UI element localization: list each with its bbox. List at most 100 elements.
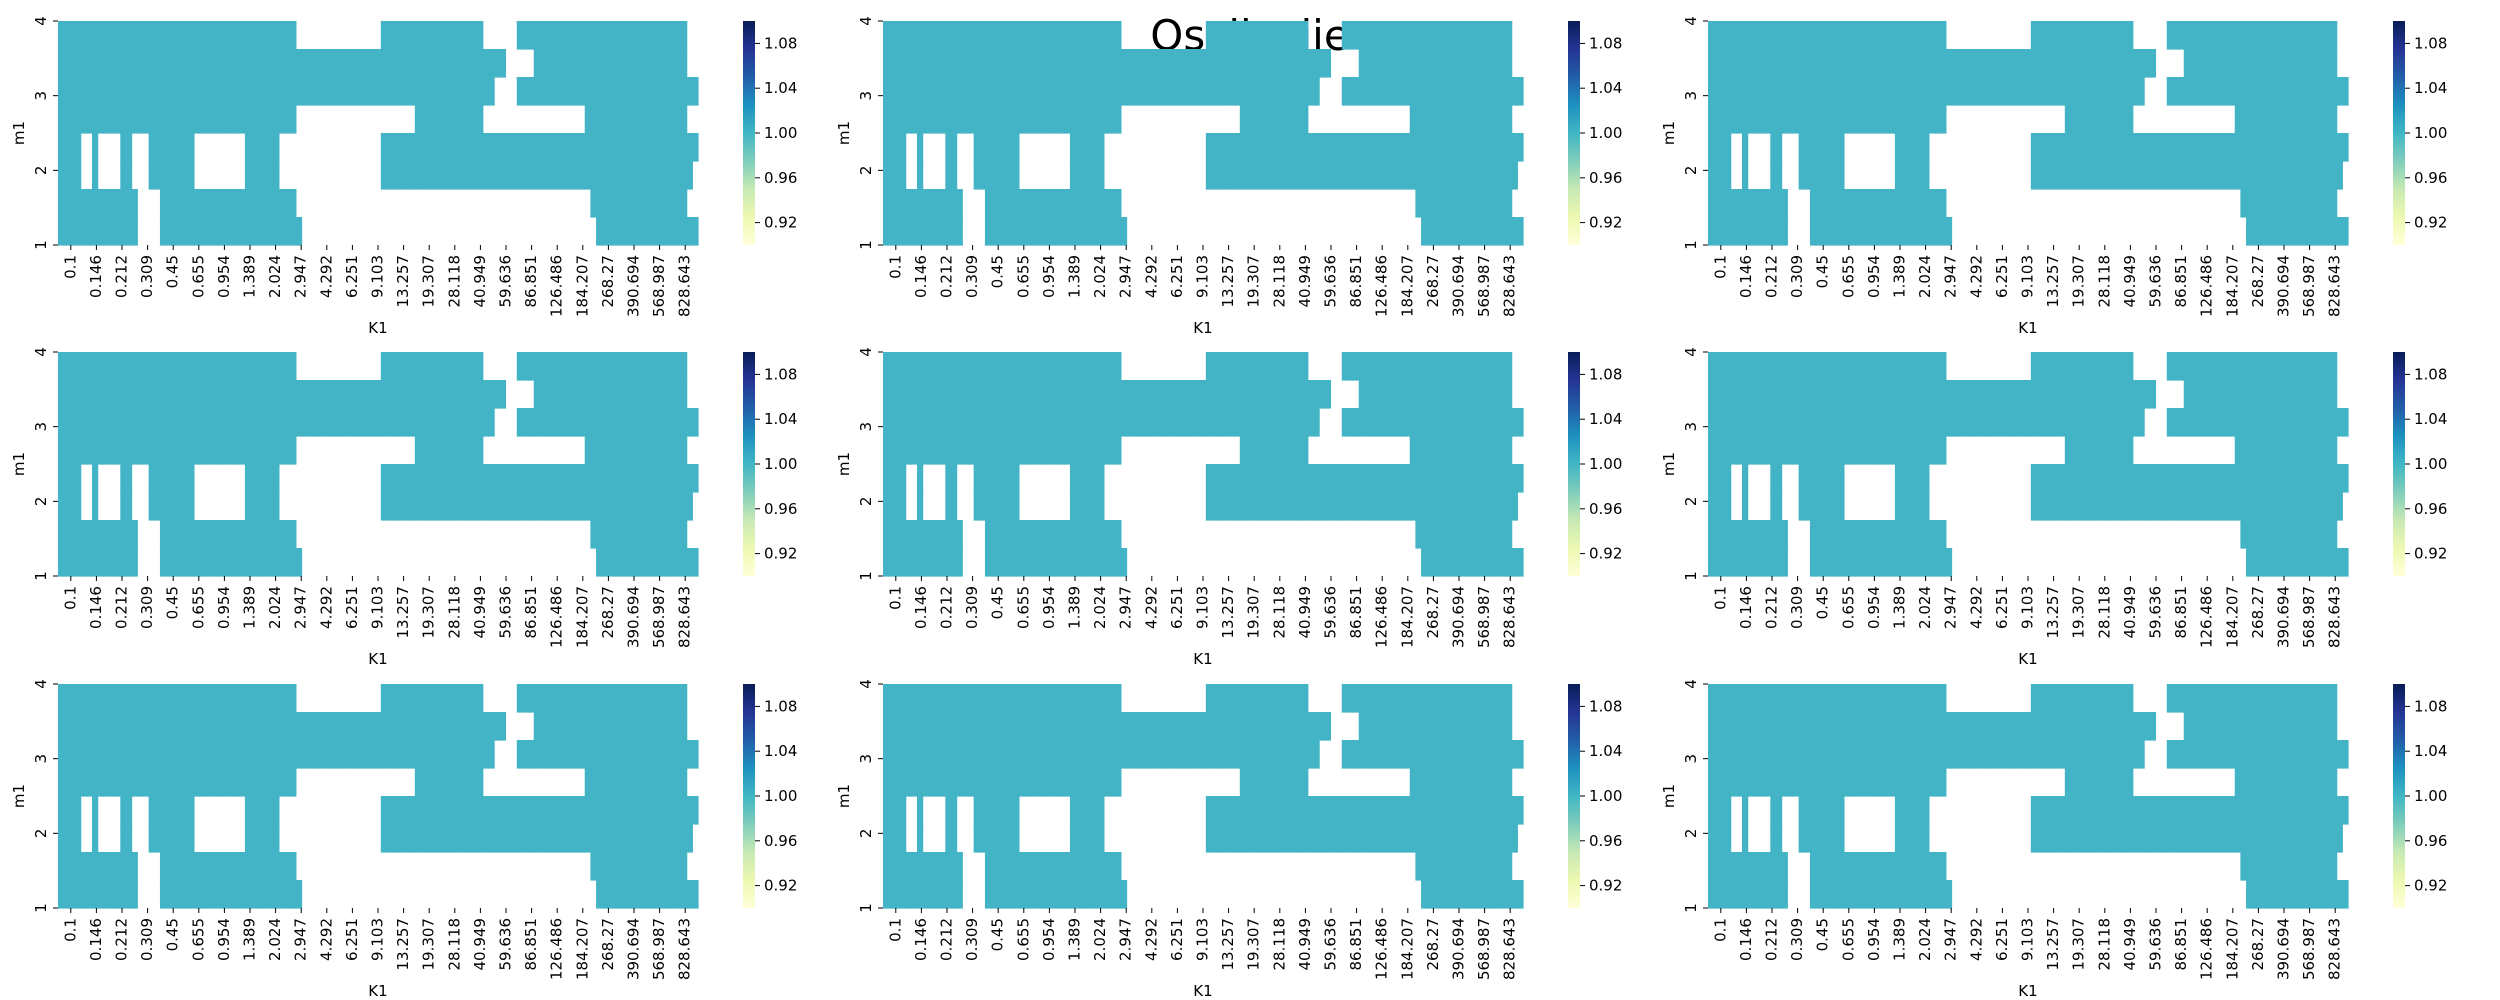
x-tick-label: 1.389 <box>241 255 259 298</box>
heatmap-cell <box>86 352 93 381</box>
heatmap-cell <box>984 21 992 50</box>
heatmap-cell <box>131 740 138 769</box>
heatmap-cell <box>488 161 495 190</box>
heatmap-cell <box>2246 133 2253 162</box>
heatmap-cell <box>1347 161 1354 190</box>
heatmap-cell <box>222 712 229 741</box>
heatmap-cell <box>171 436 178 465</box>
heatmap-cell <box>2263 217 2270 246</box>
heatmap-cell <box>590 352 597 381</box>
heatmap-cell <box>2070 464 2077 493</box>
heatmap-cell <box>1911 520 1919 549</box>
heatmap-cell <box>69 189 76 218</box>
heatmap-cell <box>1103 49 1111 78</box>
heatmap-cell <box>273 49 280 78</box>
heatmap-cell <box>2217 380 2224 409</box>
heatmap-cell <box>675 408 682 437</box>
heatmap-cell <box>635 548 642 577</box>
heatmap-cell <box>2093 436 2100 465</box>
heatmap-cell <box>431 133 439 162</box>
heatmap-cell <box>945 520 952 549</box>
heatmap-cell <box>2081 380 2089 409</box>
x-tick-label: 0.146 <box>1737 255 1755 298</box>
heatmap-cell <box>244 684 252 713</box>
heatmap-cell <box>1466 189 1473 218</box>
heatmap-cell <box>1126 77 1133 106</box>
heatmap-cell <box>1934 189 1941 218</box>
heatmap-cell <box>1832 436 1839 465</box>
heatmap-cell <box>1171 408 1179 437</box>
colorbar-tick-label: 1.08 <box>2414 34 2447 52</box>
heatmap-cell <box>2064 49 2072 78</box>
heatmap-cell <box>2234 408 2241 437</box>
heatmap-cell <box>922 49 929 78</box>
heatmap-cell <box>182 49 189 78</box>
heatmap-cell <box>2115 408 2123 437</box>
heatmap-cell <box>584 408 591 437</box>
heatmap-cell <box>171 21 178 50</box>
heatmap-cell <box>630 852 637 881</box>
heatmap-cell <box>1832 408 1839 437</box>
heatmap-cell <box>590 852 597 881</box>
heatmap-cell <box>2308 464 2315 493</box>
heatmap-cell <box>618 408 625 437</box>
heatmap-cell <box>222 436 229 465</box>
heatmap-cell <box>63 768 70 797</box>
heatmap-cell <box>1877 380 1885 409</box>
heatmap-cell <box>973 352 980 381</box>
heatmap-cell <box>613 21 620 50</box>
heatmap-cell <box>1069 161 1077 190</box>
heatmap-cell <box>2319 77 2326 106</box>
heatmap-cell <box>996 352 1003 381</box>
heatmap-cell <box>120 684 127 713</box>
heatmap-cell <box>380 740 388 769</box>
heatmap-cell <box>1849 105 1856 134</box>
heatmap-cell <box>533 684 541 713</box>
heatmap-cell <box>539 77 546 106</box>
x-tick-label: 0.212 <box>938 255 956 298</box>
heatmap-cell <box>2314 189 2321 218</box>
heatmap-cell <box>584 768 591 797</box>
heatmap-cell <box>443 21 450 50</box>
heatmap-cell <box>1302 352 1309 381</box>
heatmap-cell <box>165 520 172 549</box>
heatmap-cell <box>137 105 144 134</box>
heatmap-cell <box>2042 77 2049 106</box>
heatmap-cell <box>199 768 206 797</box>
heatmap-cell <box>967 352 975 381</box>
heatmap-cell <box>2127 105 2134 134</box>
heatmap-cell <box>199 21 206 50</box>
heatmap-cell <box>1460 217 1467 246</box>
x-tick-label: 0.1 <box>61 255 79 279</box>
heatmap-cell <box>1302 161 1309 190</box>
heatmap-cell <box>1809 464 1817 493</box>
heatmap-cell <box>562 133 569 162</box>
heatmap-cell <box>641 380 648 409</box>
heatmap-cell <box>601 49 608 78</box>
heatmap-cell <box>1426 217 1433 246</box>
heatmap-cell <box>2002 49 2009 78</box>
heatmap-cell <box>1872 77 1879 106</box>
heatmap-cell <box>1392 21 1399 50</box>
heatmap-cell <box>2240 77 2247 106</box>
heatmap-cell <box>2098 380 2106 409</box>
heatmap-cell <box>1753 380 1760 409</box>
heatmap-cell <box>1432 548 1439 577</box>
x-tick-label: 126.486 <box>548 255 566 317</box>
heatmap-cell <box>165 352 172 381</box>
heatmap-cell <box>888 436 895 465</box>
heatmap-cell <box>675 464 682 493</box>
heatmap-cell <box>125 161 133 190</box>
heatmap-cell <box>2206 161 2213 190</box>
heatmap-cell <box>2127 408 2134 437</box>
heatmap-cell <box>233 49 240 78</box>
heatmap-cell <box>182 520 189 549</box>
heatmap-cell <box>2070 492 2077 521</box>
heatmap-cell <box>2336 217 2343 246</box>
heatmap-cell <box>584 161 591 190</box>
heatmap-cell <box>681 408 688 437</box>
x-tick-label: 0.45 <box>1814 586 1832 619</box>
heatmap-cell <box>1098 352 1105 381</box>
heatmap-cell <box>2030 380 2038 409</box>
heatmap-cell <box>137 684 144 713</box>
